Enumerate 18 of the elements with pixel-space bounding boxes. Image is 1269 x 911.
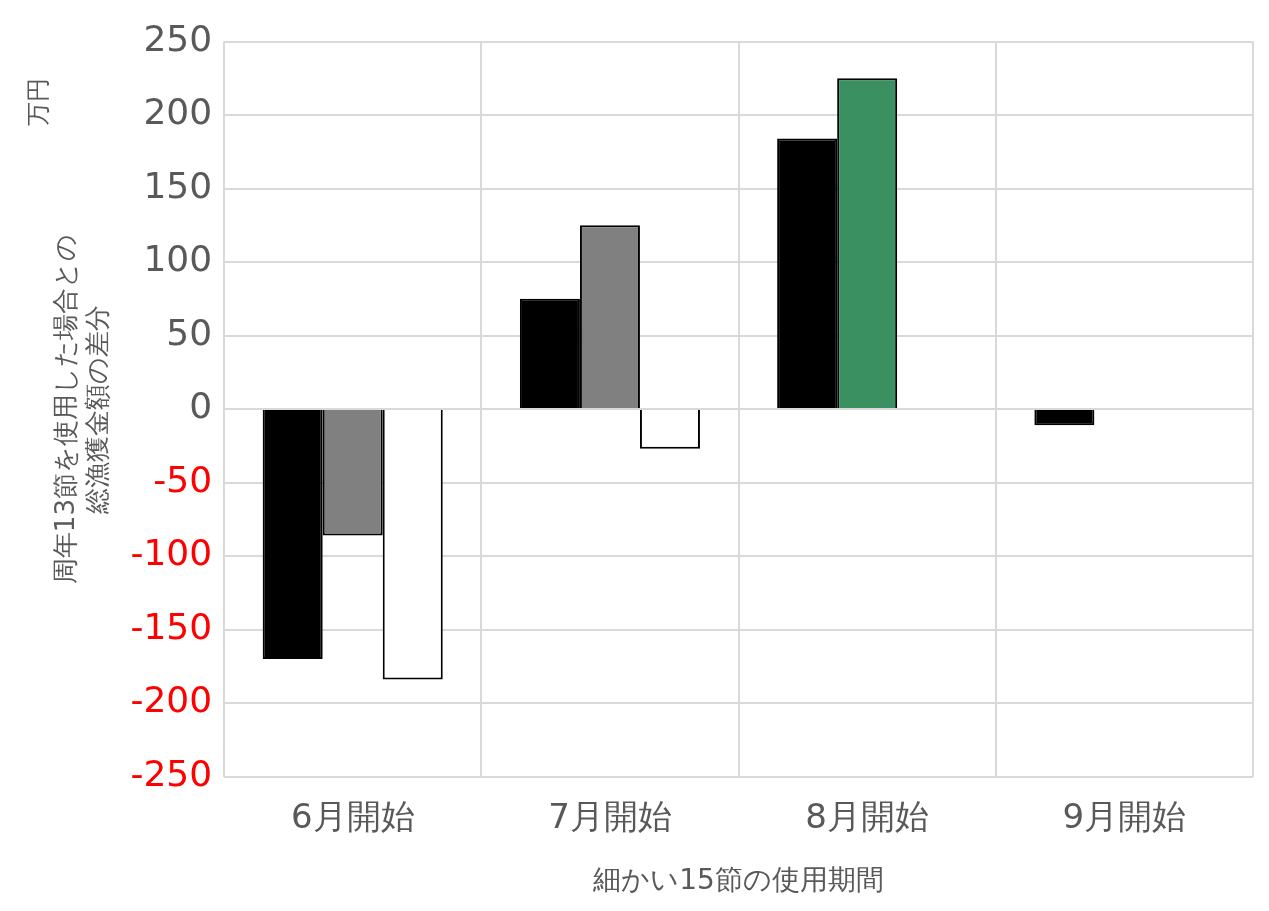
- y-tick-label: 150: [143, 164, 213, 206]
- x-axis-title: 細かい15節の使用期間: [592, 863, 884, 897]
- text: 万円: [24, 77, 53, 126]
- y-axis-title: 周年13節を使用した場合との総漁獲金額の差分: [50, 234, 112, 585]
- y-tick-label: -250: [130, 752, 213, 794]
- x-tick-label: 9月開始: [1062, 795, 1187, 836]
- y-tick-label: -100: [130, 532, 213, 574]
- y-tick-label: 50: [166, 311, 213, 353]
- x-tick-label: 8月開始: [805, 795, 929, 836]
- y-tick-label: -150: [130, 605, 213, 647]
- y-tick-label: 250: [143, 17, 213, 59]
- x-tick-label: 7月開始: [548, 795, 672, 836]
- y-tick-label: -200: [130, 679, 213, 721]
- y-tick-label: 200: [143, 91, 213, 133]
- y-tick-label: -50: [153, 458, 213, 500]
- y-tick-label: 100: [143, 238, 213, 280]
- y-tick-label: 0: [189, 385, 213, 427]
- x-tick-label: 6月開始: [290, 795, 415, 836]
